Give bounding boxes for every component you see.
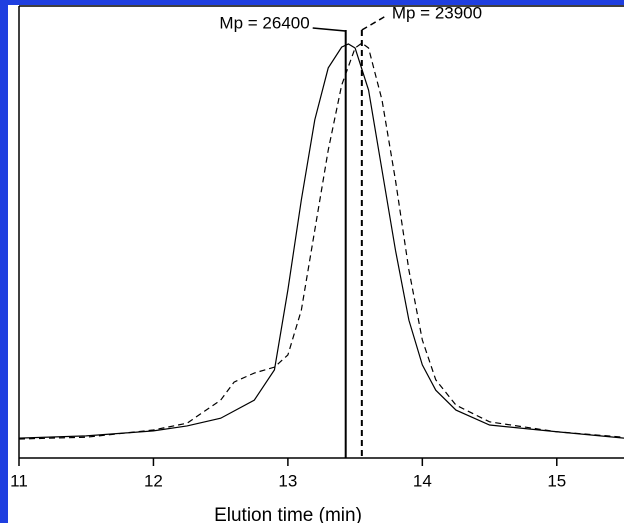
x-tick-label: 15 <box>547 471 566 490</box>
screen-border-left <box>0 0 8 523</box>
screen-border-top <box>0 0 624 5</box>
x-tick-label: 13 <box>278 471 297 490</box>
x-tick-label: 14 <box>413 471 432 490</box>
x-tick-label: 11 <box>10 471 28 490</box>
leader-line <box>361 15 387 31</box>
x-tick-label: 12 <box>144 471 163 490</box>
x-axis-label: Elution time (min) <box>214 505 362 523</box>
annotation: Mp = 26400 <box>219 13 309 32</box>
line-series <box>18 42 624 440</box>
leader-line <box>312 27 347 32</box>
annotation: Mp = 23900 <box>392 3 482 22</box>
